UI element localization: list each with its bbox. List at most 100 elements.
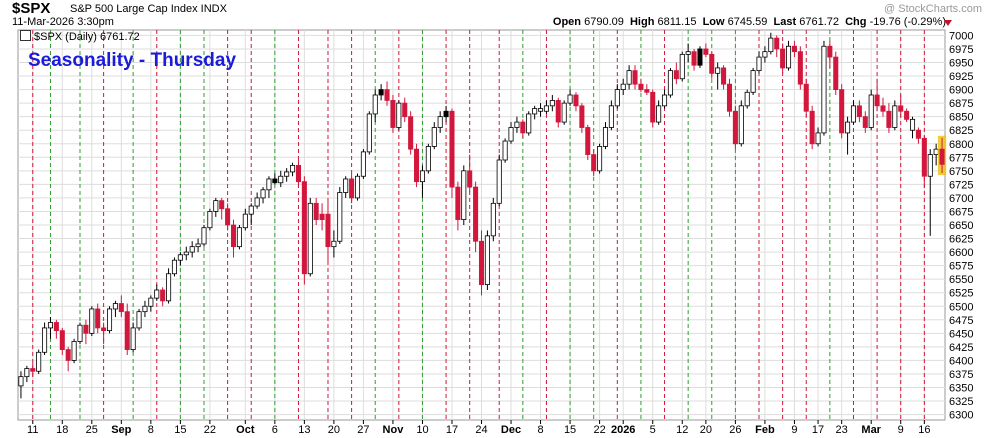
candle-body — [183, 251, 189, 256]
candle-body — [862, 116, 868, 128]
low-label: Low — [702, 16, 725, 28]
candle-body — [780, 48, 786, 69]
x-tick-label: Feb — [755, 424, 775, 436]
candle-body — [650, 91, 656, 123]
candle-body — [803, 83, 809, 112]
candle-body — [177, 254, 183, 261]
candle-body — [18, 376, 24, 387]
y-tick-label: 6700 — [949, 193, 973, 205]
candle-body — [278, 175, 284, 184]
y-tick-label: 6850 — [949, 112, 973, 124]
x-tick-label: 17 — [446, 424, 458, 436]
candle-body — [691, 51, 697, 66]
candle-body — [136, 311, 142, 329]
candle-body — [915, 129, 921, 139]
candle-body — [236, 227, 242, 248]
candle-body — [30, 368, 36, 372]
candle-body — [620, 83, 626, 90]
candle-body — [83, 324, 89, 334]
candle-body — [904, 110, 910, 120]
candle-body — [703, 48, 709, 55]
candle-body — [160, 289, 166, 302]
candle-body — [437, 116, 443, 128]
candle-body — [378, 89, 384, 96]
candle-body — [390, 100, 396, 128]
candle-body — [130, 327, 136, 350]
candle-body — [921, 137, 927, 177]
candle-body — [626, 70, 632, 85]
candle-body — [360, 151, 366, 177]
candle-body — [195, 243, 201, 248]
x-tick-label: Mar — [861, 424, 881, 436]
candle-body — [461, 170, 467, 220]
candle-body — [685, 51, 691, 55]
candle-body — [591, 154, 597, 172]
candle-body — [750, 70, 756, 93]
candle-body — [101, 327, 107, 332]
x-tick-label: Dec — [501, 424, 521, 436]
y-tick-label: 6550 — [949, 274, 973, 286]
candle-body — [219, 200, 225, 210]
y-tick-label: 6625 — [949, 234, 973, 246]
y-tick-label: 6950 — [949, 58, 973, 70]
candle-body — [667, 70, 673, 96]
y-tick-label: 6825 — [949, 125, 973, 137]
candle-body — [939, 148, 945, 165]
chg-value: -19.76 (-0.29%) — [869, 16, 946, 28]
candle-body — [24, 368, 30, 378]
x-tick-label: 13 — [298, 424, 310, 436]
candle-body — [319, 213, 325, 220]
y-tick-label: 6350 — [949, 383, 973, 395]
candle-body — [242, 213, 248, 229]
candle-body — [295, 165, 301, 183]
ohlc-readout: Open 6790.09 High 6811.15 Low 6745.59 La… — [553, 16, 946, 28]
candle-body — [508, 127, 514, 142]
y-tick-label: 6750 — [949, 166, 973, 178]
candle-body — [608, 105, 614, 128]
candle-body — [738, 105, 744, 145]
candle-body — [396, 102, 402, 128]
candle-body — [148, 297, 154, 307]
candle-body — [47, 322, 54, 329]
y-tick-label: 6800 — [949, 139, 973, 151]
candle-body — [809, 110, 815, 145]
candle-body — [791, 45, 797, 53]
candle-body — [579, 105, 585, 128]
candle-body — [307, 202, 313, 275]
candle-body — [272, 178, 278, 184]
y-tick-label: 6600 — [949, 247, 973, 259]
candle-body — [656, 105, 662, 123]
candle-body — [526, 113, 532, 134]
y-tick-label: 6925 — [949, 71, 973, 83]
high-label: High — [629, 16, 655, 28]
y-tick-label: 6975 — [949, 44, 973, 56]
candle-body — [555, 100, 561, 123]
candle-body — [419, 170, 425, 183]
x-tick-label: 20 — [328, 424, 340, 436]
candle-body — [614, 89, 620, 107]
candle-body — [455, 186, 461, 220]
candle-body — [431, 127, 437, 147]
candle-body — [372, 94, 378, 115]
candle-body — [42, 327, 48, 353]
x-tick-label: 8 — [148, 424, 154, 436]
candle-body — [201, 227, 207, 245]
x-tick-label: 17 — [812, 424, 824, 436]
candle-body — [343, 178, 349, 193]
last-label: Last — [773, 16, 797, 28]
candle-body — [225, 208, 231, 226]
candle-body — [839, 89, 845, 134]
x-tick-label: Oct — [236, 424, 255, 436]
down-arrow-icon — [944, 20, 952, 26]
candle-body — [850, 105, 857, 123]
x-tick-label: 11 — [27, 424, 38, 436]
x-tick-label: 24 — [475, 424, 487, 436]
candle-body — [166, 273, 172, 302]
candle-body — [301, 181, 307, 275]
candle-body — [354, 175, 361, 199]
candle-body — [933, 148, 939, 155]
y-tick-label: 6900 — [949, 85, 973, 97]
candle-body — [496, 159, 502, 204]
open-value: 6790.09 — [584, 16, 624, 28]
